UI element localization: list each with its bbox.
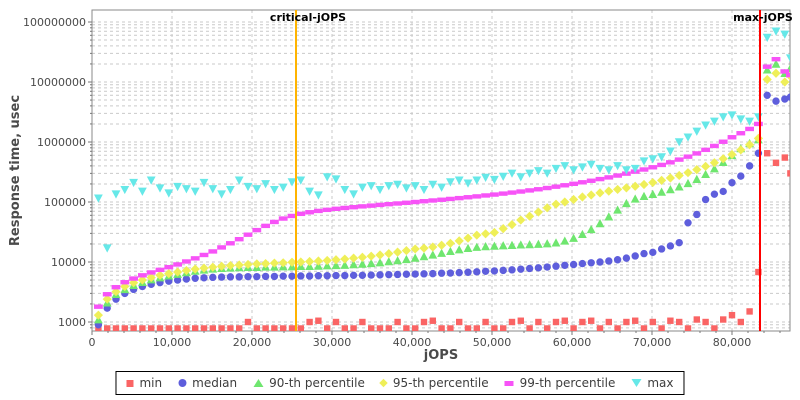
- svg-text:50,000: 50,000: [473, 336, 512, 349]
- legend-item-max: max: [631, 376, 674, 390]
- svg-text:0: 0: [89, 336, 96, 349]
- y-axis-title: Response time, usec: [8, 94, 23, 247]
- legend-item-99-th-percentile: 99-th percentile: [504, 376, 616, 390]
- legend-item-95-th-percentile: 95-th percentile: [379, 376, 489, 390]
- hbar-icon: [504, 380, 514, 386]
- svg-text:60,000: 60,000: [553, 336, 592, 349]
- x-axis-title: jOPS: [423, 348, 459, 363]
- legend-item-median: median: [178, 376, 237, 390]
- legend-label: min: [139, 376, 163, 390]
- legend-label: 95-th percentile: [392, 376, 489, 390]
- annotation-label: critical-jOPS: [270, 11, 346, 24]
- legend-label: max: [647, 376, 674, 390]
- legend-label: median: [192, 376, 238, 390]
- svg-text:100000000: 100000000: [23, 16, 86, 29]
- svg-text:1000000: 1000000: [37, 136, 86, 149]
- circle-icon: [178, 379, 187, 387]
- annotation-label: max-jOPS: [733, 11, 793, 24]
- square-icon: [126, 379, 134, 387]
- svg-text:80,000: 80,000: [713, 336, 752, 349]
- svg-text:10,000: 10,000: [153, 336, 192, 349]
- svg-text:20,000: 20,000: [233, 336, 272, 349]
- legend-label: 99-th percentile: [519, 376, 616, 390]
- legend-item-min: min: [126, 376, 162, 390]
- chart-legend: min median 90-th percentile 95-th percentil…: [115, 371, 685, 395]
- svg-text:30,000: 30,000: [313, 336, 352, 349]
- svg-text:40,000: 40,000: [393, 336, 432, 349]
- triangle-down-icon: [631, 379, 642, 387]
- svg-text:10000: 10000: [51, 256, 86, 269]
- diamond-icon: [379, 378, 389, 388]
- svg-text:1000: 1000: [58, 316, 86, 329]
- svg-text:100000: 100000: [44, 196, 86, 209]
- svg-text:10000000: 10000000: [30, 76, 86, 89]
- legend-item-90-th-percentile: 90-th percentile: [253, 376, 365, 390]
- legend-label: 90-th percentile: [269, 376, 365, 390]
- svg-text:70,000: 70,000: [633, 336, 672, 349]
- triangle-up-icon: [253, 379, 264, 387]
